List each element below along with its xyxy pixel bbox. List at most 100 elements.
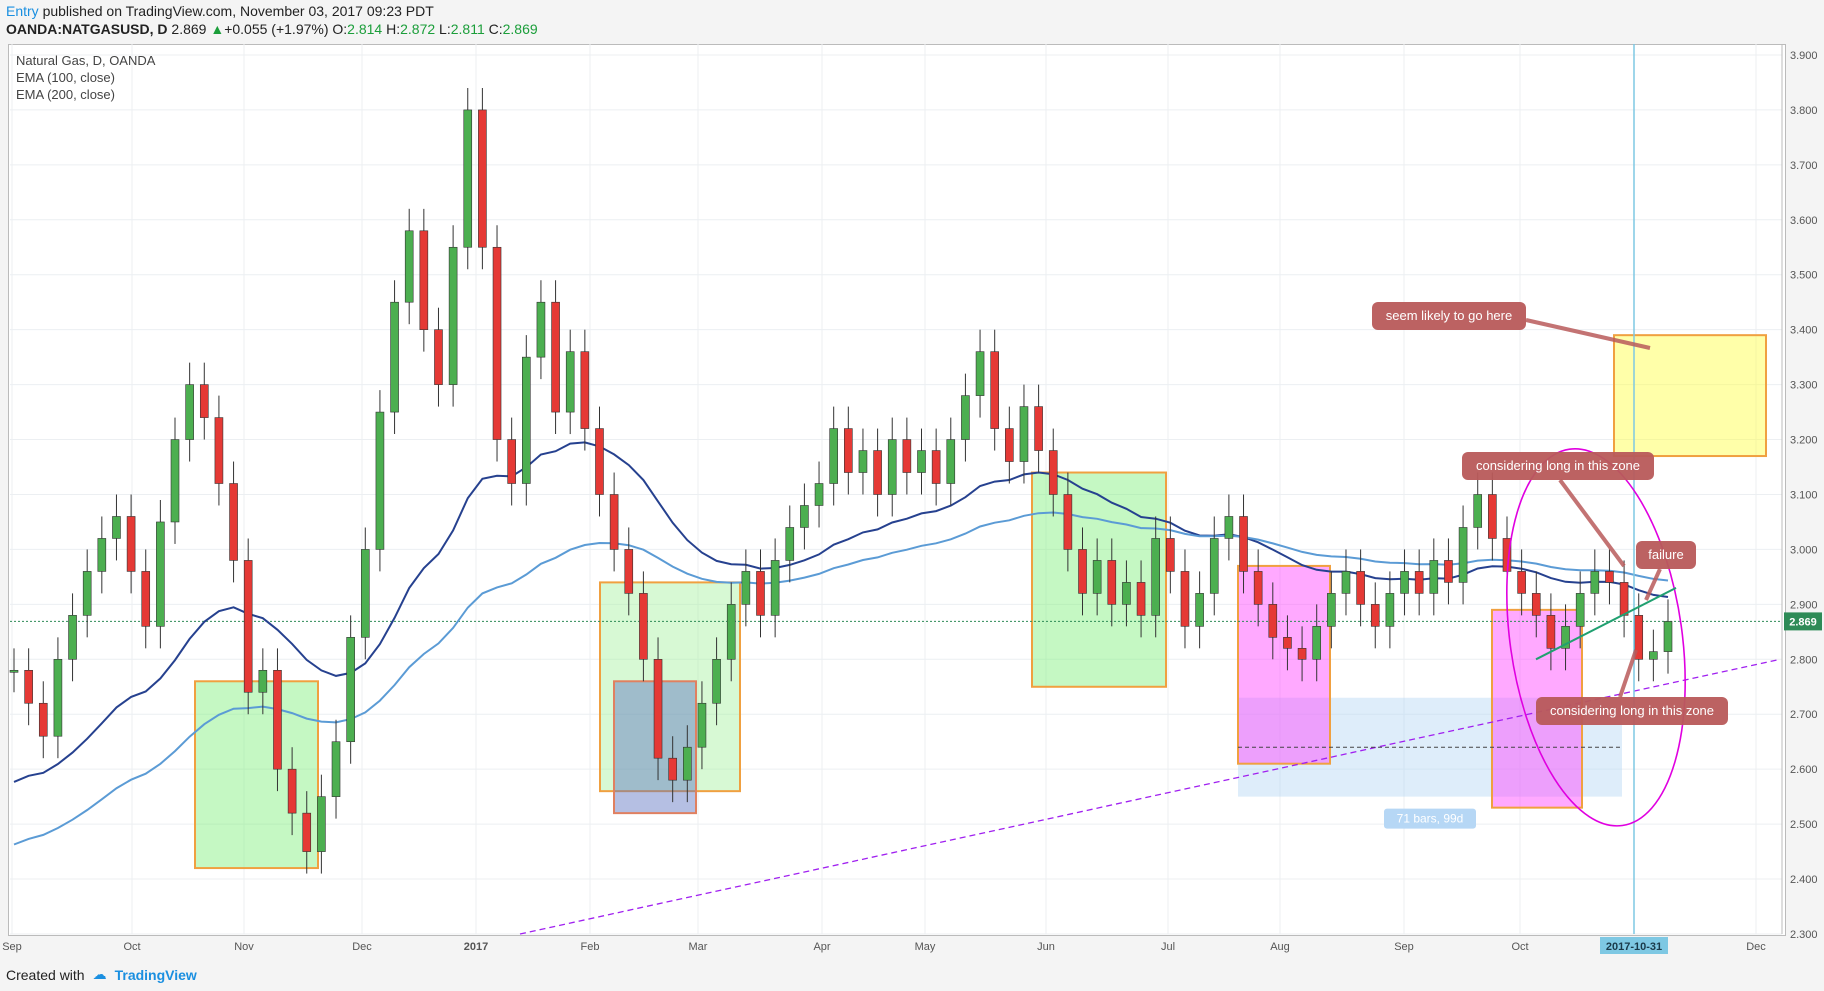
candle (1063, 472, 1073, 572)
callout-text: seem likely to go here (1386, 308, 1512, 323)
candle-body (126, 516, 136, 572)
candle (68, 593, 77, 682)
candle (1180, 549, 1190, 649)
candle-body (917, 450, 926, 473)
ohlc-line: OANDA:NATGASUSD, D 2.869 ▲+0.055 (+1.97%… (6, 21, 538, 37)
candle-body (1400, 571, 1409, 594)
candle-body (53, 659, 63, 737)
candle-body (419, 230, 429, 330)
candle (141, 549, 151, 649)
callout-box (1536, 697, 1728, 725)
candle (1370, 582, 1380, 649)
legend-ema100[interactable]: EMA (100, close) (16, 70, 115, 85)
candle (1034, 384, 1043, 473)
candle-body (536, 301, 546, 358)
candle-body (302, 812, 312, 852)
y-tick-label: 3.600 (1790, 215, 1818, 227)
candle-body (1561, 626, 1570, 649)
chart-frame[interactable] (8, 44, 1786, 936)
candle (1151, 516, 1160, 638)
candle (1048, 428, 1058, 517)
candle (1531, 571, 1541, 638)
candle-body (1575, 593, 1585, 627)
candle-body (624, 549, 634, 594)
candle-body (1531, 593, 1541, 616)
y-tick-label: 3.300 (1790, 380, 1818, 392)
candle (887, 417, 897, 517)
candle-body (97, 538, 107, 572)
candle-body (68, 615, 77, 660)
candle (1575, 571, 1585, 649)
legend-ema200[interactable]: EMA (200, close) (16, 87, 115, 102)
candle-body (1649, 651, 1658, 660)
candle-body (565, 351, 575, 413)
candle-body (829, 428, 838, 484)
candle (844, 406, 853, 495)
y-tick-label: 3.900 (1790, 50, 1818, 62)
candle-body (800, 505, 809, 528)
candle (287, 747, 297, 836)
callout-box (1372, 302, 1526, 330)
callout-text: failure (1648, 547, 1683, 562)
candle-body (1253, 571, 1263, 605)
candle-body (873, 450, 882, 495)
candle-body (580, 351, 590, 429)
candle-body (1019, 406, 1029, 462)
high-value: H:2.872 (386, 21, 436, 37)
candle-body (1268, 604, 1278, 638)
candle (741, 549, 751, 627)
candle (858, 428, 868, 495)
candle-body (1356, 571, 1365, 605)
candle (1078, 527, 1087, 616)
candle-body (1195, 593, 1204, 627)
candle-body (434, 329, 443, 385)
callout-pointer (1618, 649, 1638, 698)
highlight-ellipse (1506, 448, 1686, 827)
callout-text: considering long in this zone (1550, 703, 1714, 718)
x-tick-label: Feb (581, 941, 600, 953)
x-tick-label: 2017 (464, 941, 488, 953)
candle (434, 307, 443, 407)
candle-body (1605, 571, 1614, 583)
x-tick-label: Oct (1511, 941, 1528, 953)
author-link[interactable]: Entry (6, 3, 39, 19)
candle-body (170, 439, 180, 523)
callout-box (1636, 541, 1696, 569)
callout-pointer (1525, 318, 1651, 350)
zone-box (1237, 564, 1331, 765)
candle (419, 208, 429, 352)
candle-body (1473, 494, 1483, 528)
candle (404, 208, 414, 325)
change-arrow-icon: ▲ (210, 21, 225, 37)
x-tick-label: Jun (1037, 941, 1055, 953)
candle-body (229, 483, 238, 561)
measure-label: 71 bars, 99d (1397, 812, 1464, 826)
candle (1444, 538, 1453, 605)
candle (551, 280, 560, 435)
candle (1195, 571, 1204, 649)
candle (814, 461, 824, 528)
candle (785, 505, 795, 583)
candle (1092, 538, 1102, 616)
candle-body (1590, 571, 1600, 594)
candle (463, 87, 473, 270)
candle-body (1034, 406, 1043, 451)
candle-body (1297, 648, 1307, 660)
candle-body (551, 301, 560, 413)
candle (1605, 549, 1614, 605)
candle (38, 681, 48, 759)
candle (975, 329, 985, 418)
tradingview-link[interactable]: TradingView (114, 966, 197, 983)
candle (712, 637, 721, 726)
candle-body (609, 494, 619, 550)
candle-body (185, 384, 194, 440)
candle (492, 225, 502, 462)
candle-body (1370, 604, 1380, 627)
y-tick-label: 3.000 (1790, 544, 1818, 556)
x-tick-label: May (915, 941, 936, 953)
candle (1488, 472, 1497, 561)
price-chart[interactable]: Sep Oct Nov Dec 2017 Feb Mar Apr May Jun Jul Aug Sep… (0, 0, 1824, 960)
candle (331, 719, 341, 819)
candle (507, 417, 516, 506)
candle (1341, 549, 1351, 616)
